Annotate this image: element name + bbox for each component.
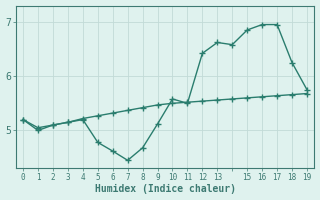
X-axis label: Humidex (Indice chaleur): Humidex (Indice chaleur) xyxy=(94,184,236,194)
